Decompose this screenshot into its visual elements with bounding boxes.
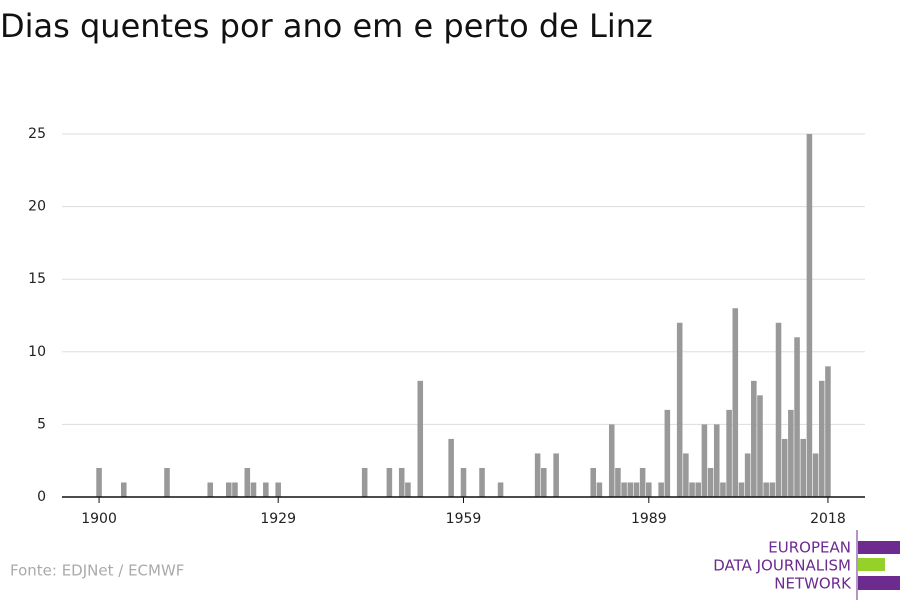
- bar: [788, 409, 794, 497]
- bar: [250, 482, 257, 497]
- bar: [775, 322, 782, 497]
- y-tick-label: 5: [37, 416, 46, 432]
- bar: [541, 467, 547, 497]
- bar: [781, 438, 788, 497]
- bar: [608, 424, 615, 497]
- bar: [806, 134, 813, 497]
- source: Fonte: EDJNet / ECMWF: [10, 562, 184, 580]
- bar: [720, 482, 726, 497]
- bar: [460, 467, 467, 497]
- bar: [615, 467, 621, 497]
- bar: [627, 482, 634, 497]
- bar: [448, 438, 454, 497]
- logo-bar: [858, 558, 885, 571]
- bar: [800, 438, 807, 497]
- bar: [232, 482, 238, 497]
- bar: [596, 482, 603, 497]
- bar: [726, 409, 732, 497]
- bar: [639, 467, 646, 497]
- bar: [479, 467, 485, 497]
- bar: [683, 453, 689, 497]
- bar: [701, 424, 708, 497]
- logo-bar: [858, 576, 900, 590]
- bar: [225, 482, 232, 497]
- bar: [621, 482, 627, 497]
- bar: [825, 366, 831, 497]
- y-tick-label: 10: [28, 344, 46, 360]
- bar: [769, 482, 776, 497]
- bar: [646, 482, 652, 497]
- bar: [738, 482, 745, 497]
- bar: [713, 424, 720, 497]
- bar: [664, 409, 671, 497]
- bar: [757, 395, 763, 497]
- x-tick-label: 1989: [631, 511, 667, 527]
- y-tick-label: 15: [28, 271, 46, 287]
- logo-bar: [858, 541, 900, 554]
- bar: [386, 467, 393, 497]
- bar: [633, 482, 640, 497]
- bar: [744, 453, 751, 497]
- bar: [676, 322, 683, 497]
- chart-title: Dias quentes por ano em e perto de Linz: [0, 7, 653, 45]
- bar: [707, 467, 714, 497]
- logo-text: NETWORK: [774, 575, 852, 593]
- y-tick-label: 25: [28, 126, 46, 142]
- bar: [207, 482, 214, 497]
- bar: [96, 467, 102, 497]
- bar: [497, 482, 504, 497]
- y-tick-label: 0: [37, 489, 46, 505]
- x-tick-label: 1900: [81, 511, 117, 527]
- bar: [751, 380, 757, 497]
- logo-text: DATA JOURNALISM: [713, 557, 851, 575]
- bar: [812, 453, 819, 497]
- bar: [361, 467, 368, 497]
- bar: [263, 482, 269, 497]
- bar: [818, 380, 825, 497]
- bar: [398, 467, 405, 497]
- bar: [553, 453, 559, 497]
- bar: [590, 467, 596, 497]
- y-tick-label: 20: [28, 199, 46, 215]
- bar: [120, 482, 127, 497]
- logo-text: EUROPEAN: [768, 539, 851, 557]
- bar: [244, 467, 251, 497]
- bar: [405, 482, 411, 497]
- bar: [275, 482, 281, 497]
- bar: [164, 467, 170, 497]
- bar: [794, 337, 800, 497]
- x-tick-label: 2018: [810, 511, 846, 527]
- x-tick-label: 1929: [260, 511, 296, 527]
- bar: [732, 308, 739, 497]
- bar: [695, 482, 702, 497]
- bar: [417, 380, 424, 497]
- bar: [689, 482, 695, 497]
- x-tick-label: 1959: [446, 511, 482, 527]
- bar: [534, 453, 541, 497]
- bar: [658, 482, 664, 497]
- bar: [763, 482, 769, 497]
